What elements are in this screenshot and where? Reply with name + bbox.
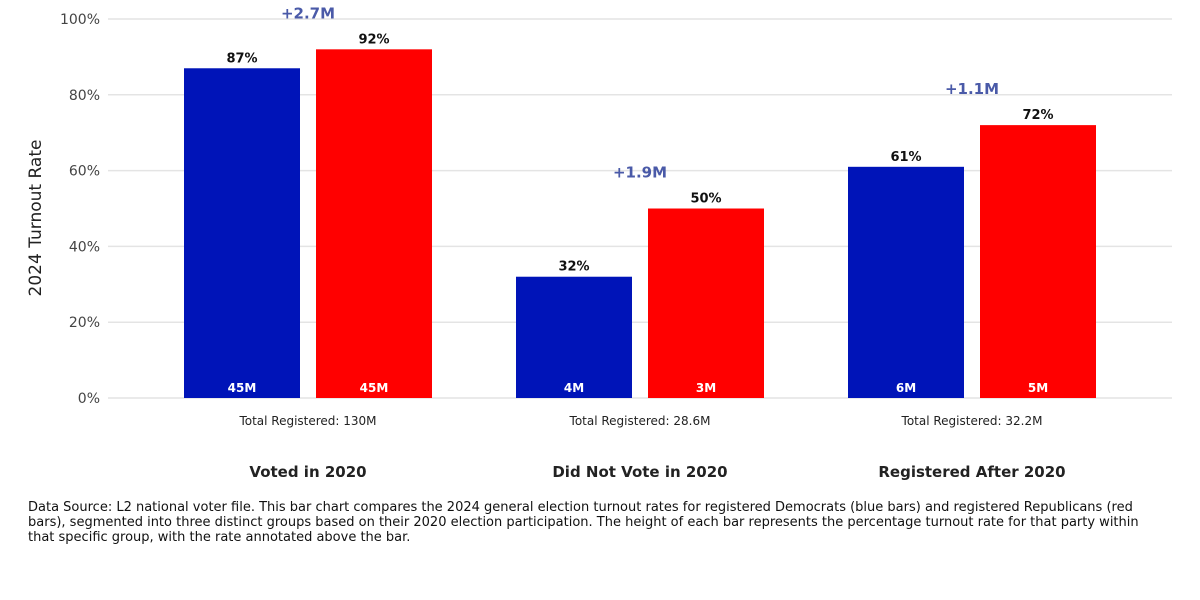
bar-value-label: 50%	[690, 192, 721, 207]
category-label: Voted in 2020	[249, 463, 366, 481]
democrat-bar	[848, 166, 964, 398]
turnout-bar-chart: 0% 20% 40% 60% 80% 100% 2024 Turnout Rate 87% 45…	[26, 4, 1172, 481]
total-registered-label: Total Registered: 130M	[238, 414, 376, 428]
republican-bar	[648, 208, 764, 398]
y-tick-label: 100%	[60, 12, 100, 28]
republican-bar	[980, 125, 1096, 399]
y-tick-label: 20%	[69, 315, 100, 331]
total-registered-label: Total Registered: 28.6M	[569, 414, 711, 428]
democrat-bar	[516, 276, 632, 398]
y-tick-label: 80%	[69, 88, 100, 104]
y-tick-label: 40%	[69, 239, 100, 255]
total-registered-label: Total Registered: 32.2M	[901, 414, 1043, 428]
bar-count-label: 4M	[564, 381, 584, 395]
gap-annotation: +2.7M	[281, 4, 335, 22]
republican-bar	[316, 49, 432, 398]
bar-count-label: 6M	[896, 381, 916, 395]
bar-value-label: 72%	[1022, 108, 1053, 123]
bar-value-label: 61%	[890, 150, 921, 165]
y-tick-label: 0%	[78, 391, 100, 407]
gap-annotation: +1.1M	[945, 80, 999, 98]
category-label: Registered After 2020	[878, 463, 1065, 481]
data-source-caption: Data Source: L2 national voter file. Thi…	[28, 500, 1139, 545]
gap-annotation: +1.9M	[613, 163, 667, 181]
bar-value-label: 87%	[226, 51, 257, 66]
bar-value-label: 32%	[558, 260, 589, 275]
bar-count-label: 5M	[1028, 381, 1048, 395]
bar-count-label: 3M	[696, 381, 716, 395]
category-label: Did Not Vote in 2020	[552, 463, 727, 481]
bar-value-label: 92%	[358, 32, 389, 47]
bar-count-label: 45M	[228, 381, 257, 395]
bar-count-label: 45M	[360, 381, 389, 395]
y-tick-label: 60%	[69, 164, 100, 180]
y-axis-label: 2024 Turnout Rate	[26, 140, 46, 297]
democrat-bar	[184, 68, 300, 399]
